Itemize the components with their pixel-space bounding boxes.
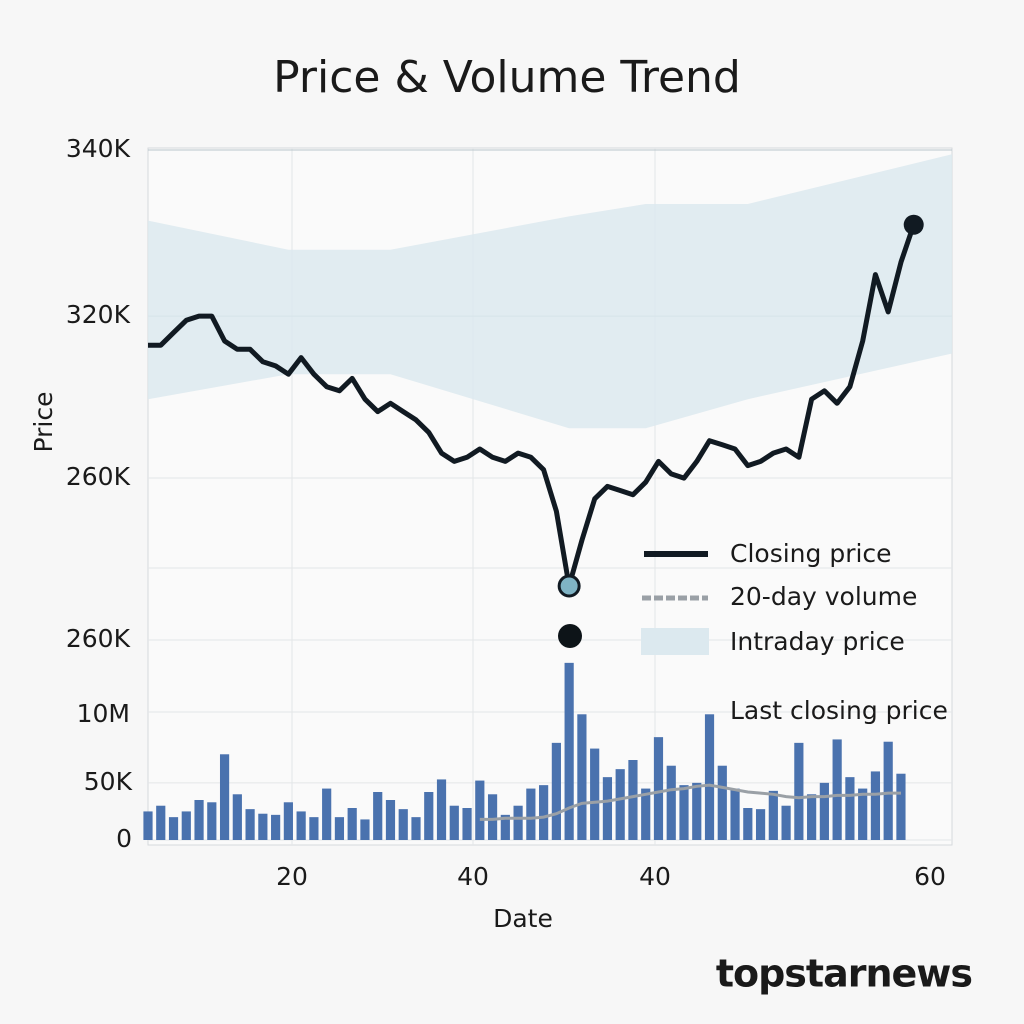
volume-bar [628, 760, 638, 840]
volume-bar [436, 779, 447, 840]
y-tick-label: 260K [66, 624, 131, 653]
volume-bar [232, 794, 242, 840]
volume-bar [794, 742, 804, 840]
volume-bar [564, 662, 574, 840]
marks [143, 149, 952, 841]
last-marker [903, 214, 924, 235]
volume-bar [781, 805, 791, 840]
volume-bar [219, 754, 230, 840]
volume-bar [845, 777, 855, 840]
volume-bar [577, 714, 587, 840]
volume-bar [526, 788, 536, 840]
intraday-band [148, 154, 952, 429]
volume-bar [539, 785, 549, 840]
volume-bar [590, 748, 600, 840]
x-tick-label: 20 [276, 862, 308, 891]
volume-bar [347, 808, 357, 840]
volume-bar [181, 811, 191, 840]
volume-bar [743, 808, 753, 840]
volume-bar [271, 814, 281, 840]
price-line [148, 223, 917, 589]
volume-bar [819, 782, 829, 840]
min-marker [557, 574, 581, 598]
x-tick-label: 40 [639, 862, 671, 891]
volume-bar [896, 773, 906, 840]
volume-bar [334, 817, 345, 840]
x-tick-label: 60 [914, 862, 946, 891]
y2-tick-label: 50K [84, 767, 133, 796]
volume-bar [385, 800, 396, 840]
volume-bar [832, 739, 842, 840]
volume-bar [143, 811, 153, 840]
volume-bar [245, 809, 255, 840]
volume-bar [283, 802, 293, 840]
volume-bar [755, 809, 766, 840]
volume-bar [462, 808, 472, 840]
volume-bar [360, 819, 370, 840]
volume-bar [717, 765, 727, 840]
volume-bar [807, 794, 817, 840]
volume-bar [858, 788, 868, 840]
volume-bar [768, 790, 778, 840]
x-tick-label: 40 [457, 862, 489, 891]
legend-label: 20-day volume [730, 582, 917, 611]
volume-bar [653, 737, 664, 840]
legend-swatch [641, 628, 709, 655]
volume-bar [424, 792, 434, 840]
volume-bar [207, 802, 217, 840]
volume-bar [296, 811, 306, 840]
volume-bar [398, 809, 408, 840]
volume-bar [870, 771, 881, 840]
volume-bar [156, 805, 166, 840]
volume-bar [322, 788, 332, 840]
volume-bar [449, 805, 459, 840]
volume-average-line [479, 783, 901, 821]
volume-bar [411, 817, 421, 840]
legend-label: Intraday price [730, 627, 905, 656]
legend-label: Closing price [730, 539, 892, 568]
volume-bar [679, 785, 689, 840]
y2-tick-label: 0 [116, 824, 132, 853]
volume-bar [551, 742, 561, 840]
volume-bar [373, 792, 383, 840]
chart-title: Price & Volume Trend [273, 52, 741, 103]
volume-bar [194, 800, 204, 840]
volume-bar [883, 741, 893, 840]
volume-bar [641, 788, 651, 840]
x-axis-label: Date [493, 904, 553, 933]
y-tick-label: 260K [66, 462, 131, 491]
volume-bar [309, 817, 319, 840]
annotation-marker [558, 624, 582, 648]
annotation: Last closing price [730, 696, 948, 725]
volume-bar [500, 814, 510, 840]
volume-bar [475, 780, 485, 840]
volume-bar [730, 788, 740, 840]
y-tick-label: 340K [66, 134, 131, 163]
volume-bar [487, 794, 498, 840]
y-axis-label: Price [29, 392, 58, 453]
volume-bar [168, 817, 179, 840]
volume-bar [666, 765, 676, 840]
y-tick-label: 10M [77, 699, 130, 728]
volume-bar [513, 805, 523, 840]
volume-bar [615, 769, 625, 840]
volume-bar [704, 714, 715, 840]
watermark: topstarnews [716, 952, 972, 996]
volume-bar [258, 813, 268, 840]
y-tick-label: 320K [66, 300, 131, 329]
volume-bar [602, 777, 613, 840]
volume-bar [692, 782, 702, 840]
